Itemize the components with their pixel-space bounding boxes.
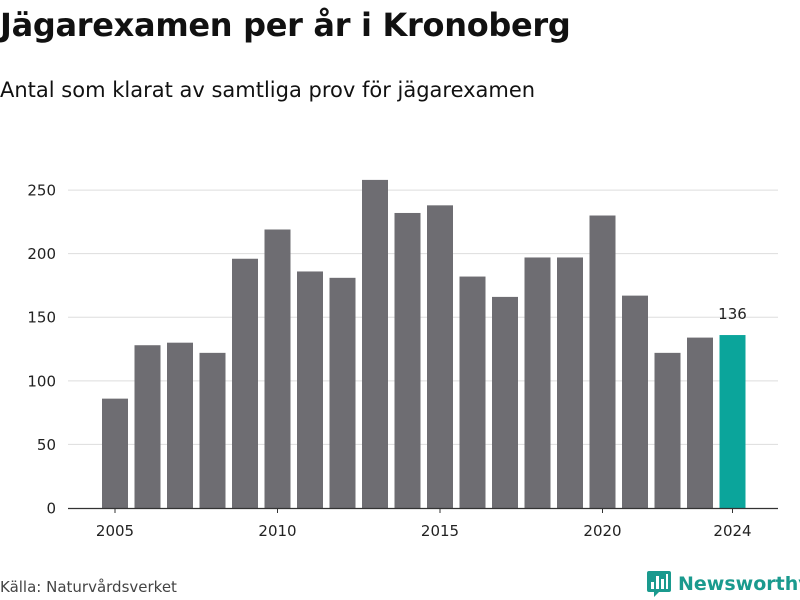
bar-2023 xyxy=(687,337,713,508)
y-tick-label: 100 xyxy=(27,372,56,390)
x-tick-label: 2005 xyxy=(96,522,134,540)
y-tick-label: 250 xyxy=(27,182,56,200)
data-label: 136 xyxy=(718,305,747,323)
y-tick-label: 0 xyxy=(46,500,56,518)
brand-name: Newsworthy xyxy=(678,573,800,595)
y-tick-label: 50 xyxy=(37,436,56,454)
chart-subtitle: Antal som klarat av samtliga prov för jä… xyxy=(0,78,536,102)
bar-2008 xyxy=(199,352,226,508)
bar-2017 xyxy=(492,296,518,508)
bar-2014 xyxy=(394,212,421,508)
bar-2020 xyxy=(589,215,616,508)
bar-2010 xyxy=(264,229,291,508)
bar-2018 xyxy=(524,257,551,508)
x-tick-label: 2015 xyxy=(421,522,459,540)
chart-title: Jägarexamen per år i Kronoberg xyxy=(0,6,571,44)
bar-2011 xyxy=(297,271,323,508)
bar-2019 xyxy=(557,257,583,508)
bar-2022 xyxy=(654,352,681,508)
bar-2007 xyxy=(167,342,193,508)
bar-2006 xyxy=(134,345,161,508)
y-tick-label: 200 xyxy=(27,245,56,263)
x-tick-label: 2024 xyxy=(713,522,751,540)
bar-2015 xyxy=(427,205,453,508)
bar-2013 xyxy=(362,179,388,508)
bar-chart-logo-icon xyxy=(647,571,671,597)
newsworthy-logo: Newsworthy xyxy=(646,570,800,598)
x-tick-label: 2010 xyxy=(258,522,296,540)
bar-2024 xyxy=(719,335,746,508)
source-note: Källa: Naturvårdsverket xyxy=(0,578,177,596)
bar-2012 xyxy=(329,277,356,508)
bar-2016 xyxy=(459,276,486,508)
bar-2021 xyxy=(622,295,648,508)
x-tick-label: 2020 xyxy=(583,522,621,540)
bar-2009 xyxy=(232,258,258,508)
bar-2005 xyxy=(102,398,128,508)
y-tick-label: 150 xyxy=(27,309,56,327)
